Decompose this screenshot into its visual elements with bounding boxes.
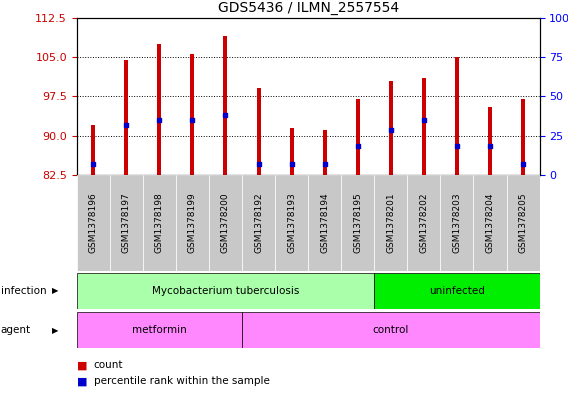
Bar — [389, 81, 393, 175]
Bar — [257, 88, 261, 175]
Bar — [209, 175, 242, 271]
Point — [221, 112, 230, 118]
Point — [320, 161, 329, 167]
Text: ▶: ▶ — [52, 326, 59, 334]
Bar — [440, 175, 474, 271]
Bar — [507, 175, 540, 271]
Point — [155, 117, 164, 123]
Text: GSM1378205: GSM1378205 — [519, 193, 528, 253]
Text: GSM1378192: GSM1378192 — [254, 193, 263, 253]
Title: GDS5436 / ILMN_2557554: GDS5436 / ILMN_2557554 — [218, 1, 399, 15]
Text: count: count — [94, 360, 123, 371]
Point — [254, 161, 263, 167]
Point — [419, 117, 428, 123]
Text: GSM1378203: GSM1378203 — [453, 193, 461, 253]
Text: ■: ■ — [77, 360, 87, 371]
Bar — [110, 175, 143, 271]
Bar — [176, 175, 209, 271]
Text: agent: agent — [1, 325, 31, 335]
Bar — [275, 175, 308, 271]
Text: GSM1378199: GSM1378199 — [188, 193, 197, 253]
Bar — [190, 54, 194, 175]
Text: GSM1378196: GSM1378196 — [89, 193, 98, 253]
Text: GSM1378202: GSM1378202 — [419, 193, 428, 253]
Bar — [242, 312, 540, 348]
Bar — [143, 175, 176, 271]
Bar — [521, 99, 525, 175]
Text: control: control — [373, 325, 409, 335]
Bar — [157, 44, 161, 175]
Text: ▶: ▶ — [52, 286, 59, 295]
Point — [188, 117, 197, 123]
Text: ■: ■ — [77, 376, 87, 386]
Text: metformin: metformin — [132, 325, 187, 335]
Bar — [77, 175, 110, 271]
Bar — [488, 107, 492, 175]
Point — [122, 122, 131, 128]
Bar — [308, 175, 341, 271]
Text: GSM1378201: GSM1378201 — [386, 193, 395, 253]
Bar — [124, 60, 128, 175]
Text: uninfected: uninfected — [429, 286, 485, 296]
Bar — [223, 36, 227, 175]
Bar — [290, 128, 294, 175]
Bar — [374, 175, 407, 271]
Text: GSM1378200: GSM1378200 — [221, 193, 230, 253]
Point — [519, 161, 528, 167]
Point — [287, 161, 296, 167]
Text: GSM1378198: GSM1378198 — [155, 193, 164, 253]
Point — [89, 161, 98, 167]
Point — [452, 143, 461, 149]
Text: Mycobacterium tuberculosis: Mycobacterium tuberculosis — [152, 286, 299, 296]
Text: percentile rank within the sample: percentile rank within the sample — [94, 376, 270, 386]
Bar — [77, 273, 374, 309]
Bar — [356, 99, 360, 175]
Text: GSM1378194: GSM1378194 — [320, 193, 329, 253]
Text: GSM1378195: GSM1378195 — [353, 193, 362, 253]
Bar — [91, 125, 95, 175]
Bar — [323, 130, 327, 175]
Point — [486, 143, 495, 149]
Bar — [374, 273, 540, 309]
Text: infection: infection — [1, 286, 46, 296]
Point — [353, 143, 362, 149]
Text: GSM1378193: GSM1378193 — [287, 193, 296, 253]
Bar — [422, 78, 426, 175]
Bar — [407, 175, 440, 271]
Bar — [474, 175, 507, 271]
Bar — [77, 312, 242, 348]
Text: GSM1378204: GSM1378204 — [486, 193, 495, 253]
Bar — [455, 57, 459, 175]
Point — [386, 127, 395, 134]
Text: GSM1378197: GSM1378197 — [122, 193, 131, 253]
Bar — [242, 175, 275, 271]
Bar — [341, 175, 374, 271]
